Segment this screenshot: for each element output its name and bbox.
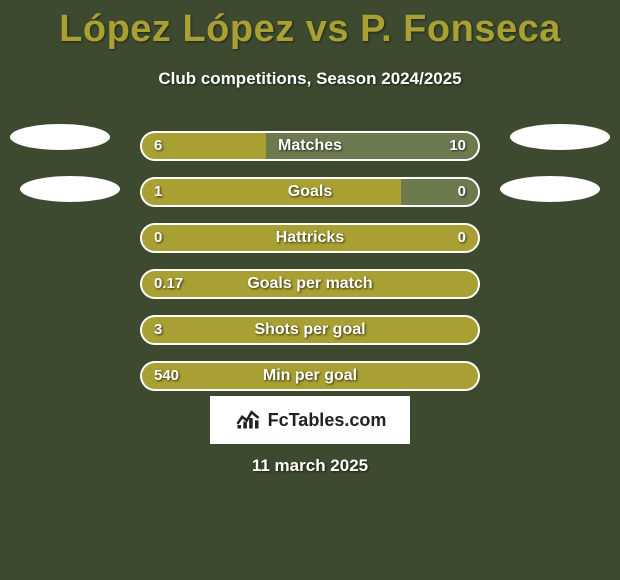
stat-bar: Matches6 10 bbox=[140, 131, 480, 161]
stat-label: Goals per match bbox=[142, 271, 478, 297]
page-title: López López vs P. Fonseca bbox=[0, 0, 620, 51]
stat-label: Min per goal bbox=[142, 363, 478, 389]
stat-row: Goals per match0.17 bbox=[0, 269, 620, 299]
stat-bar: Goals1 0 bbox=[140, 177, 480, 207]
stat-value-left: 0.17 bbox=[154, 271, 183, 297]
stat-value-left: 6 bbox=[154, 133, 162, 159]
stat-value-right: 10 bbox=[449, 133, 466, 159]
comparison-chart: Matches610Goals10Hattricks00Goals per ma… bbox=[0, 131, 620, 391]
page-subtitle: Club competitions, Season 2024/2025 bbox=[0, 69, 620, 89]
stat-row: Matches6 10 bbox=[0, 131, 620, 161]
stat-label: Hattricks bbox=[142, 225, 478, 251]
branding-box: FcTables.com bbox=[210, 396, 410, 444]
stat-row: Hattricks0 0 bbox=[0, 223, 620, 253]
stat-bar: Min per goal540 bbox=[140, 361, 480, 391]
stat-label: Shots per goal bbox=[142, 317, 478, 343]
stat-bar: Shots per goal3 bbox=[140, 315, 480, 345]
stat-value-left: 1 bbox=[154, 179, 162, 205]
stat-value-left: 3 bbox=[154, 317, 162, 343]
stat-bar: Hattricks0 0 bbox=[140, 223, 480, 253]
footer-date: 11 march 2025 bbox=[0, 456, 620, 476]
stat-value-right: 0 bbox=[458, 225, 466, 251]
stat-value-left: 540 bbox=[154, 363, 179, 389]
stat-row: Min per goal540 bbox=[0, 361, 620, 391]
chart-icon bbox=[234, 404, 262, 437]
stat-value-right: 0 bbox=[458, 179, 466, 205]
stat-row: Shots per goal3 bbox=[0, 315, 620, 345]
stat-label: Goals bbox=[142, 179, 478, 205]
branding-text: FcTables.com bbox=[268, 410, 387, 431]
stat-value-left: 0 bbox=[154, 225, 162, 251]
stat-label: Matches bbox=[142, 133, 478, 159]
stat-row: Goals1 0 bbox=[0, 177, 620, 207]
stat-bar: Goals per match0.17 bbox=[140, 269, 480, 299]
